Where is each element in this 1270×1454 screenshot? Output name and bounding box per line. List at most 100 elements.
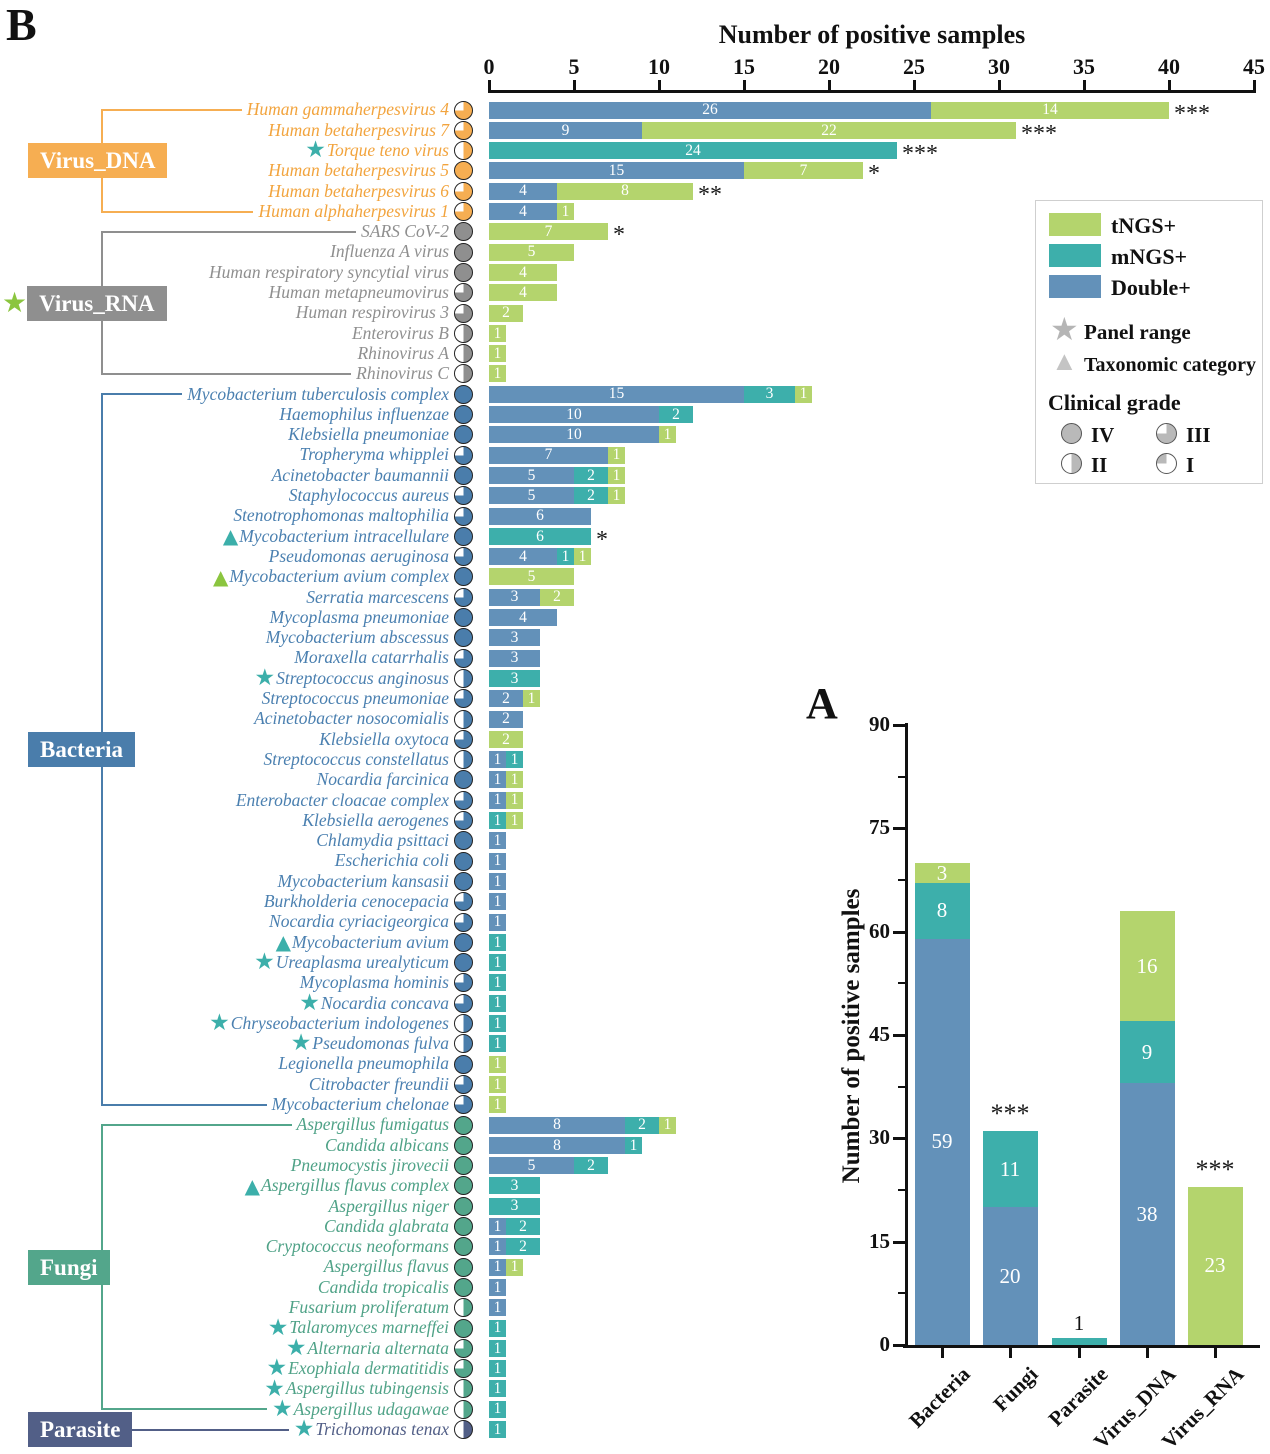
bar-segment-value: 5 xyxy=(527,568,536,586)
bar-segment-mNGS: 1 xyxy=(489,954,506,972)
bar-segment-value: 26 xyxy=(702,101,718,119)
clinical-grade-icon xyxy=(454,1115,473,1135)
clinical-grade-icon xyxy=(454,364,473,384)
species-row: Human betaherpesvirus 6 xyxy=(0,181,449,201)
species-label: Chryseobacterium indologenes xyxy=(230,1012,449,1033)
x-axis-tick-label: 25 xyxy=(903,54,925,79)
bar-segment-value: 1 xyxy=(510,791,519,809)
clinical-grade-icon xyxy=(454,425,473,445)
species-row: Klebsiella oxytoca xyxy=(0,729,449,749)
bar-segment-value: 38 xyxy=(1136,1201,1158,1226)
species-label: Aspergillus fumigatus xyxy=(296,1114,449,1135)
bar-segment-value: 1 xyxy=(493,1055,502,1073)
species-label: Human betaherpesvirus 7 xyxy=(268,119,449,140)
bar-segment-value: 3 xyxy=(510,629,519,647)
species-row: Candida glabrata xyxy=(0,1217,449,1237)
stacked-bar: 1 xyxy=(489,852,506,870)
y-axis-tick xyxy=(893,827,905,831)
species-row: ★ Trichomonas tenax xyxy=(0,1418,449,1441)
clinical-grade-icon xyxy=(454,1237,473,1257)
x-axis-tick-label: 5 xyxy=(568,54,580,79)
bar-segment-value: 1 xyxy=(493,1075,502,1093)
bar-segment-mNGS: 2 xyxy=(659,406,693,423)
panel-range-star-icon: ★ xyxy=(299,989,320,1016)
x-axis-tick-label: 30 xyxy=(988,54,1010,79)
stacked-bar: 3 xyxy=(489,649,540,667)
species-row: Human metapneumovirus xyxy=(0,283,449,303)
stacked-bar: 3 xyxy=(489,669,540,687)
bar-segment-value: 15 xyxy=(608,162,625,180)
bar-segment-value: 4 xyxy=(519,182,527,200)
bar-segment-value: 1 xyxy=(663,1116,672,1134)
clinical-grade-icon xyxy=(454,141,473,161)
species-label: Human respiratory syncytial virus xyxy=(209,261,449,282)
y-axis-minor-tick xyxy=(898,982,905,985)
species-row: Pseudomonas aeruginosa xyxy=(0,547,449,567)
species-label: Trichomonas tenax xyxy=(315,1418,449,1439)
bar-segment-mNGS: 1 xyxy=(506,751,523,769)
bar-segment-Double: 1 xyxy=(489,1218,506,1235)
species-label: Aspergillus flavus complex xyxy=(261,1175,449,1196)
bar-segment-tNGS: 7 xyxy=(744,162,863,180)
x-axis-tick xyxy=(1213,1348,1217,1358)
stacked-bar: 1 xyxy=(489,1299,506,1317)
bar-segment-value: 9 xyxy=(1141,1039,1153,1064)
species-row: Tropheryma whipplei xyxy=(0,445,449,465)
clinical-grade-icon xyxy=(454,161,473,181)
bar-segment-value: 1 xyxy=(493,933,502,951)
bar-segment-Double: 1 xyxy=(489,1238,506,1256)
legend-grade-iii-label: III xyxy=(1186,423,1211,447)
bar-segment-Double: 5 xyxy=(489,1157,574,1175)
bar-segment-value: 1 xyxy=(493,1278,502,1296)
x-axis-tick xyxy=(1253,80,1256,90)
stacked-bar: 4 xyxy=(489,263,557,281)
species-row: Klebsiella pneumoniae xyxy=(0,425,449,445)
x-axis-tick-label: 35 xyxy=(1073,54,1095,79)
stacked-bar: 15 7 * xyxy=(489,162,880,186)
bar-segment-value: 1 xyxy=(493,1217,502,1235)
y-axis-tick xyxy=(893,1344,905,1347)
x-axis-tick xyxy=(573,80,576,90)
x-axis-line xyxy=(903,1345,1260,1348)
bar-segment-value: 3 xyxy=(510,588,519,606)
bar-segment-value: 1 xyxy=(493,1339,502,1357)
legend-tngs-label: tNGS+ xyxy=(1111,213,1177,238)
panel-range-star-icon: ★ xyxy=(254,665,276,692)
clinical-grade-icon xyxy=(454,689,473,709)
bar-segment-value: 2 xyxy=(502,710,510,728)
species-label: Pneumocystis jirovecii xyxy=(290,1154,449,1175)
x-axis-tick xyxy=(998,80,1001,90)
y-axis-tick xyxy=(893,723,905,727)
group-bracket-connector xyxy=(101,393,182,396)
species-row: Citrobacter freundii xyxy=(0,1074,449,1094)
species-row: Burkholderia cenocepacia xyxy=(0,892,449,912)
group-bracket-connector xyxy=(101,210,253,213)
bar-segment-value: 2 xyxy=(587,486,595,504)
x-axis-tick xyxy=(828,80,831,90)
clinical-grade-icon xyxy=(454,709,473,729)
species-label: Klebsiella aerogenes xyxy=(302,809,449,830)
legend-grade-iv-label: IV xyxy=(1091,423,1115,447)
bar-segment-tNGS: 1 xyxy=(489,1075,506,1093)
bar-segment-value: 3 xyxy=(510,1177,519,1195)
species-row: Haemophilus influenzae xyxy=(0,405,449,425)
bar-segment-Double: 5 xyxy=(489,487,574,505)
species-row: ▲ Mycobacterium intracellulare xyxy=(0,526,449,546)
species-row: Fusarium proliferatum xyxy=(0,1298,449,1318)
species-label: Tropheryma whipplei xyxy=(299,444,449,465)
species-label: Acinetobacter baumannii xyxy=(271,464,449,485)
species-row: SARS CoV-2 xyxy=(0,222,449,242)
species-label: Serratia marcescens xyxy=(306,586,449,607)
bar-segment-value: 3 xyxy=(765,385,774,403)
bar-segment-value: 1 xyxy=(493,750,502,768)
panel-range-star-icon: ★ xyxy=(305,137,326,164)
bar-segment-value: 16 xyxy=(1136,953,1158,978)
species-row: Enterovirus B xyxy=(0,323,449,343)
species-row: ★ Streptococcus anginosus xyxy=(0,665,450,692)
legend-double-label: Double+ xyxy=(1111,275,1191,300)
species-label: Pseudomonas aeruginosa xyxy=(268,545,449,566)
species-label: Aspergillus flavus xyxy=(323,1256,449,1277)
